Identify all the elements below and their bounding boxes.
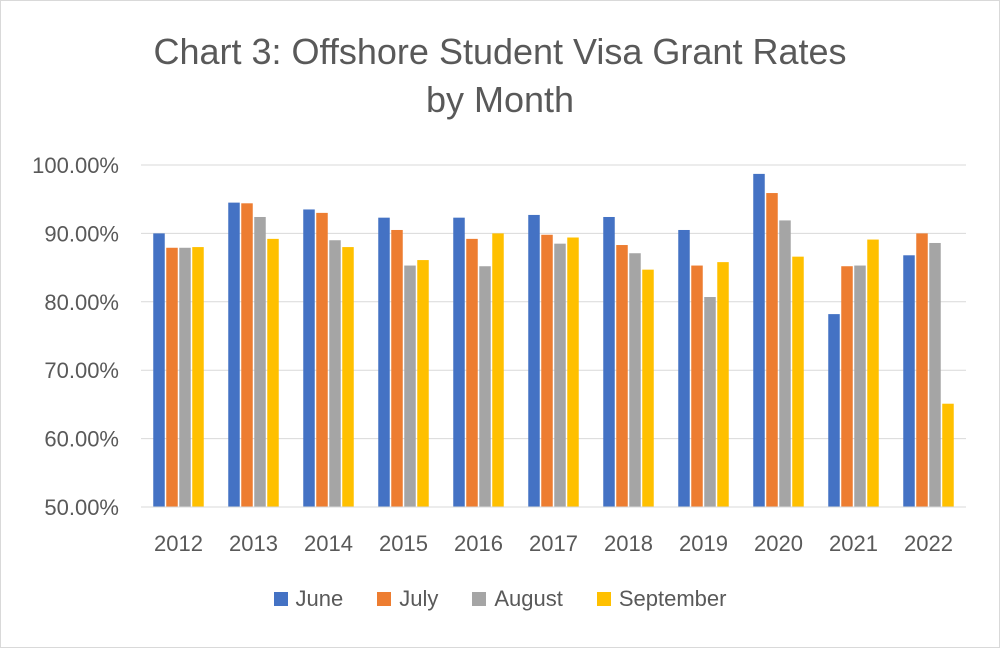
legend-swatch <box>472 592 487 606</box>
bar <box>792 256 804 507</box>
x-tick-label: 2019 <box>679 531 728 556</box>
bar <box>554 243 566 507</box>
legend-swatch <box>273 592 288 606</box>
x-tick-label: 2012 <box>154 531 203 556</box>
bar <box>342 247 354 507</box>
bar <box>417 260 429 507</box>
bar <box>942 403 954 507</box>
bar <box>916 233 928 507</box>
bar <box>779 220 791 508</box>
bar <box>391 229 403 508</box>
bar <box>903 255 915 507</box>
legend-swatch <box>377 592 392 606</box>
bar <box>753 173 765 507</box>
y-tick-label: 70.00% <box>44 358 119 383</box>
bar <box>192 247 204 507</box>
bar <box>541 234 553 507</box>
bar <box>603 216 615 507</box>
bar <box>378 217 390 507</box>
bar <box>929 242 941 507</box>
legend-item: July <box>377 586 438 612</box>
x-tick-label: 2015 <box>379 531 428 556</box>
chart-legend: June July August September <box>0 586 1000 612</box>
bar <box>854 265 866 507</box>
x-tick-label: 2016 <box>454 531 503 556</box>
bar <box>303 209 315 507</box>
bar <box>329 240 341 508</box>
legend-item: June <box>273 586 344 612</box>
y-tick-label: 80.00% <box>44 290 119 315</box>
bar <box>642 269 654 507</box>
legend-label: July <box>399 586 439 611</box>
bar <box>691 265 703 507</box>
bar <box>616 245 628 507</box>
bar <box>704 297 716 507</box>
legend-label: September <box>618 586 727 611</box>
chart-title: Chart 3: Offshore Student Visa Grant Rat… <box>0 28 1000 124</box>
bar <box>867 239 879 507</box>
bar <box>404 265 416 507</box>
bar <box>492 233 504 507</box>
bar <box>528 214 540 507</box>
bar <box>241 203 253 507</box>
bar <box>567 237 579 507</box>
bar <box>254 216 266 507</box>
bar <box>179 247 191 508</box>
x-tick-label: 2017 <box>529 531 578 556</box>
bar <box>153 233 165 507</box>
bar <box>766 193 778 507</box>
bar <box>678 229 690 508</box>
bar <box>841 266 853 507</box>
legend-swatch <box>596 592 611 606</box>
bar <box>267 238 279 507</box>
legend-label: August <box>494 586 563 611</box>
bar <box>228 202 240 507</box>
x-tick-label: 2018 <box>604 531 653 556</box>
legend-item: September <box>596 586 727 612</box>
bar <box>828 314 840 507</box>
x-tick-label: 2014 <box>304 531 353 556</box>
x-tick-label: 2020 <box>754 531 803 556</box>
bar <box>316 212 328 507</box>
bar <box>717 262 729 507</box>
bar <box>166 247 178 508</box>
y-tick-label: 60.00% <box>44 427 119 452</box>
legend-item: August <box>472 586 563 612</box>
x-tick-label: 2022 <box>904 531 953 556</box>
y-tick-label: 100.00% <box>32 153 119 178</box>
bar <box>453 217 465 507</box>
chart-title-line-1: Chart 3: Offshore Student Visa Grant Rat… <box>153 31 847 72</box>
bar <box>479 266 491 507</box>
bar <box>466 238 478 507</box>
bar <box>629 253 641 507</box>
y-tick-label: 50.00% <box>44 495 119 520</box>
chart-title-line-2: by Month <box>425 79 575 120</box>
y-tick-label: 90.00% <box>44 221 119 246</box>
legend-label: June <box>295 586 344 611</box>
x-tick-label: 2021 <box>829 531 878 556</box>
x-tick-label: 2013 <box>229 531 278 556</box>
